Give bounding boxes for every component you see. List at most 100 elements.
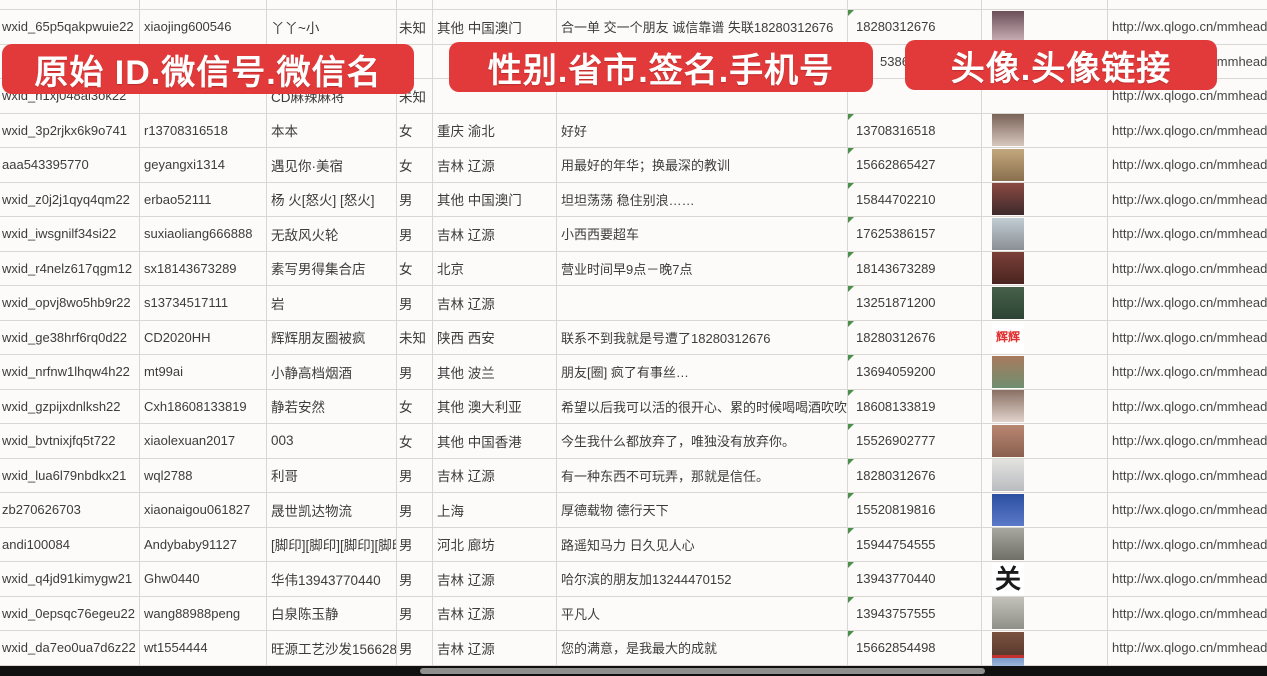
gender-cell[interactable]: 男 — [397, 355, 433, 389]
avatar-cell[interactable] — [982, 0, 1108, 9]
gender-cell[interactable] — [397, 44, 433, 78]
original-id-cell[interactable]: wxid_opvj8wo5hb9r22 — [0, 286, 140, 320]
original-id-cell[interactable]: wxid_lua6l79nbdkx21 — [0, 458, 140, 492]
original-id-cell[interactable]: wxid_65p5qakpwuie22 — [0, 10, 140, 44]
avatar-cell[interactable] — [982, 493, 1108, 527]
phone-cell[interactable]: 13943770440 — [848, 562, 982, 596]
wechat-id-cell[interactable]: Andybaby91127 — [140, 527, 267, 561]
wechat-id-cell[interactable]: xiaonaigou061827 — [140, 493, 267, 527]
wechat-name-cell[interactable]: 旺源工艺沙发15662854 — [267, 631, 397, 665]
avatar-cell[interactable] — [982, 458, 1108, 492]
wechat-id-cell[interactable]: Cxh18608133819 — [140, 389, 267, 423]
phone-cell[interactable]: 13943757555 — [848, 596, 982, 630]
wechat-name-cell[interactable]: 无敌风火轮 — [267, 217, 397, 251]
avatar-link-cell[interactable]: http://wx.qlogo.cn/mmhead — [1108, 493, 1267, 527]
wechat-name-cell[interactable]: 利哥 — [267, 458, 397, 492]
gender-cell[interactable]: 男 — [397, 217, 433, 251]
wechat-name-cell[interactable]: 小静高档烟酒 — [267, 355, 397, 389]
gender-cell[interactable]: 女 — [397, 251, 433, 285]
signature-cell[interactable]: 有一种东西不可玩弄，那就是信任。 — [557, 458, 848, 492]
region-cell[interactable]: 吉林 辽源 — [433, 562, 557, 596]
gender-cell[interactable] — [397, 0, 433, 9]
wechat-id-cell[interactable]: r13708316518 — [140, 113, 267, 147]
original-id-cell[interactable]: aaa543395770 — [0, 148, 140, 182]
avatar-cell[interactable] — [982, 355, 1108, 389]
wechat-id-cell[interactable]: s13734517111 — [140, 286, 267, 320]
wechat-id-cell[interactable]: wt1554444 — [140, 631, 267, 665]
signature-cell[interactable] — [557, 286, 848, 320]
region-cell[interactable]: 河北 廊坊 — [433, 527, 557, 561]
avatar-link-cell[interactable]: http://wx.qlogo.cn/mmhead — [1108, 562, 1267, 596]
wechat-id-cell[interactable]: sx18143673289 — [140, 251, 267, 285]
gender-cell[interactable]: 男 — [397, 458, 433, 492]
avatar-link-cell[interactable]: http://wx.qlogo.cn/mmhead — [1108, 424, 1267, 458]
wechat-name-cell[interactable]: 岩 — [267, 286, 397, 320]
wechat-id-cell[interactable]: CD2020HH — [140, 320, 267, 354]
signature-cell[interactable]: 小西西要超车 — [557, 217, 848, 251]
original-id-cell[interactable]: wxid_3p2rjkx6k9o741 — [0, 113, 140, 147]
gender-cell[interactable]: 女 — [397, 389, 433, 423]
phone-cell[interactable] — [848, 79, 982, 113]
avatar-cell[interactable] — [982, 148, 1108, 182]
avatar-cell[interactable] — [982, 286, 1108, 320]
avatar-link-cell[interactable]: http://wx.qlogo.cn/mmhead — [1108, 114, 1267, 148]
gender-cell[interactable]: 女 — [397, 424, 433, 458]
avatar-link-cell[interactable] — [1108, 0, 1267, 9]
horizontal-scrollbar-thumb[interactable] — [420, 668, 985, 674]
phone-cell[interactable]: 13694059200 — [848, 355, 982, 389]
wechat-id-cell[interactable]: geyangxi1314 — [140, 148, 267, 182]
signature-cell[interactable]: 营业时间早9点－晚7点 — [557, 251, 848, 285]
avatar-cell[interactable] — [982, 389, 1108, 423]
gender-cell[interactable]: 男 — [397, 596, 433, 630]
wechat-id-cell[interactable]: xiaojing600546 — [140, 10, 267, 44]
gender-cell[interactable]: 男 — [397, 631, 433, 665]
original-id-cell[interactable] — [0, 0, 140, 9]
wechat-name-cell[interactable]: 白泉陈玉静 — [267, 596, 397, 630]
signature-cell[interactable]: 今生我什么都放弃了，唯独没有放弃你。 — [557, 424, 848, 458]
wechat-name-cell[interactable]: 003 — [267, 424, 397, 458]
region-cell[interactable]: 其他 澳大利亚 — [433, 389, 557, 423]
region-cell[interactable] — [433, 79, 557, 113]
wechat-name-cell[interactable]: 华伟13943770440 — [267, 562, 397, 596]
avatar-cell[interactable] — [982, 251, 1108, 285]
gender-cell[interactable]: 男 — [397, 562, 433, 596]
phone-cell[interactable]: 18280312676 — [848, 320, 982, 354]
wechat-id-cell[interactable]: Ghw0440 — [140, 562, 267, 596]
region-cell[interactable]: 吉林 辽源 — [433, 286, 557, 320]
original-id-cell[interactable]: wxid_0epsqc76egeu22 — [0, 596, 140, 630]
avatar-cell[interactable] — [982, 79, 1108, 113]
wechat-id-cell[interactable]: suxiaoliang666888 — [140, 217, 267, 251]
signature-cell[interactable] — [557, 0, 848, 9]
signature-cell[interactable]: 坦坦荡荡 稳住别浪…… — [557, 182, 848, 216]
region-cell[interactable]: 吉林 辽源 — [433, 596, 557, 630]
avatar-link-cell[interactable]: http://wx.qlogo.cn/mmhead — [1108, 390, 1267, 424]
gender-cell[interactable]: 男 — [397, 286, 433, 320]
gender-cell[interactable]: 女 — [397, 148, 433, 182]
avatar-link-cell[interactable]: http://wx.qlogo.cn/mmhead — [1108, 148, 1267, 182]
phone-cell[interactable]: 18280312676 — [848, 10, 982, 44]
avatar-link-cell[interactable]: http://wx.qlogo.cn/mmhead — [1108, 459, 1267, 493]
avatar-cell[interactable] — [982, 217, 1108, 251]
avatar-link-cell[interactable]: http://wx.qlogo.cn/mmhead — [1108, 183, 1267, 217]
phone-cell[interactable]: 18608133819 — [848, 389, 982, 423]
signature-cell[interactable] — [557, 79, 848, 113]
avatar-link-cell[interactable]: http://wx.qlogo.cn/mmhead — [1108, 321, 1267, 355]
wechat-name-cell[interactable] — [267, 0, 397, 9]
original-id-cell[interactable]: wxid_ge38hrf6rq0d22 — [0, 320, 140, 354]
signature-cell[interactable]: 朋友[圈] 疯了有事丝… — [557, 355, 848, 389]
signature-cell[interactable]: 哈尔滨的朋友加13244470152 — [557, 562, 848, 596]
phone-cell[interactable]: 15944754555 — [848, 527, 982, 561]
original-id-cell[interactable]: wxid_r4nelz617qgm12 — [0, 251, 140, 285]
avatar-cell[interactable] — [982, 10, 1108, 44]
original-id-cell[interactable]: andi100084 — [0, 527, 140, 561]
avatar-link-cell[interactable]: http://wx.qlogo.cn/mmhead — [1108, 79, 1267, 113]
region-cell[interactable]: 其他 波兰 — [433, 355, 557, 389]
signature-cell[interactable]: 好好 — [557, 113, 848, 147]
original-id-cell[interactable]: zb270626703 — [0, 493, 140, 527]
wechat-id-cell[interactable] — [140, 0, 267, 9]
region-cell[interactable]: 其他 中国澳门 — [433, 10, 557, 44]
phone-cell[interactable]: 13251871200 — [848, 286, 982, 320]
region-cell[interactable]: 其他 中国澳门 — [433, 182, 557, 216]
phone-cell[interactable]: 15526902777 — [848, 424, 982, 458]
phone-cell[interactable] — [848, 0, 982, 9]
